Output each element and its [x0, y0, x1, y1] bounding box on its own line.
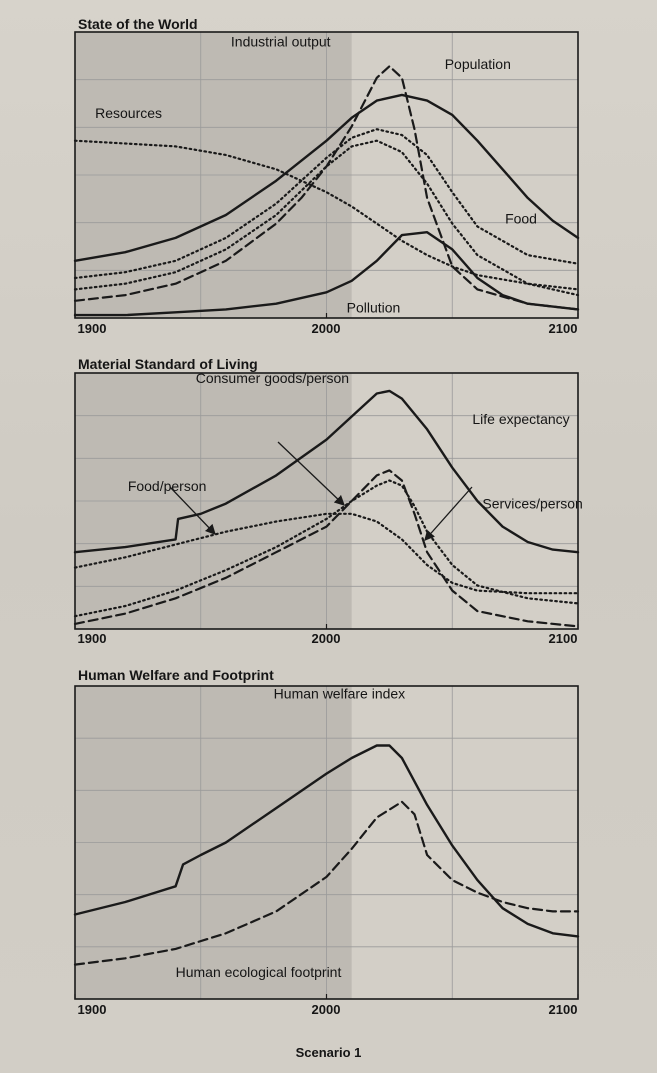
series-line-unlabeled-4 — [73, 139, 580, 297]
panel-title-state-of-the-world: State of the World — [78, 16, 198, 32]
series-line-food-person — [73, 512, 580, 595]
series-label-resources: Resources — [95, 105, 162, 121]
series-label-population: Population — [445, 56, 511, 72]
series-label-industrial-output: Industrial output — [231, 33, 331, 49]
figure-caption: Scenario 1 — [295, 1045, 362, 1060]
series-line-human-ecological-footprint — [73, 800, 580, 966]
series-label-consumer-goods-person: Consumer goods/person — [196, 370, 349, 386]
x-tick-label-1900: 1900 — [77, 631, 107, 646]
x-tick-label-2100: 2100 — [548, 321, 578, 336]
panel-title-human-welfare-and-footprint: Human Welfare and Footprint — [78, 667, 274, 683]
arrow-services-person — [424, 486, 473, 541]
series-label-pollution: Pollution — [347, 299, 401, 315]
series-label-life-expectancy: Life expectancy — [472, 411, 569, 427]
series-label-food: Food — [505, 211, 537, 227]
series-line-industrial-output — [73, 65, 580, 311]
series-line-life-expectancy — [73, 389, 580, 554]
x-tick-label-2000: 2000 — [311, 321, 341, 336]
x-tick-label-2000: 2000 — [311, 631, 341, 646]
series-line-services-person — [73, 479, 580, 618]
series-label-food-person: Food/person — [128, 478, 207, 494]
series-label-human-ecological-footprint: Human ecological footprint — [176, 964, 342, 980]
series-label-human-welfare-index: Human welfare index — [274, 686, 406, 702]
x-tick-label-1900: 1900 — [77, 321, 107, 336]
series-line-consumer-goods-person — [73, 469, 580, 628]
x-tick-label-2100: 2100 — [548, 1002, 578, 1017]
plot-frame — [74, 372, 579, 630]
plot-frame — [74, 685, 579, 1000]
arrow-food-person — [169, 486, 216, 535]
series-line-food — [73, 128, 580, 280]
plot-frame — [74, 31, 579, 319]
x-tick-label-2100: 2100 — [548, 631, 578, 646]
arrow-consumer-goods — [277, 441, 345, 506]
series-line-pollution — [73, 231, 580, 317]
x-tick-label-2000: 2000 — [311, 1002, 341, 1017]
series-line-human-welfare-index — [73, 744, 580, 938]
panel-title-material-standard-of-living: Material Standard of Living — [78, 356, 258, 372]
series-line-population — [73, 93, 580, 262]
series-label-services-person: Services/person — [482, 496, 582, 512]
series-line-resources — [73, 139, 580, 291]
x-tick-label-1900: 1900 — [77, 1002, 107, 1017]
